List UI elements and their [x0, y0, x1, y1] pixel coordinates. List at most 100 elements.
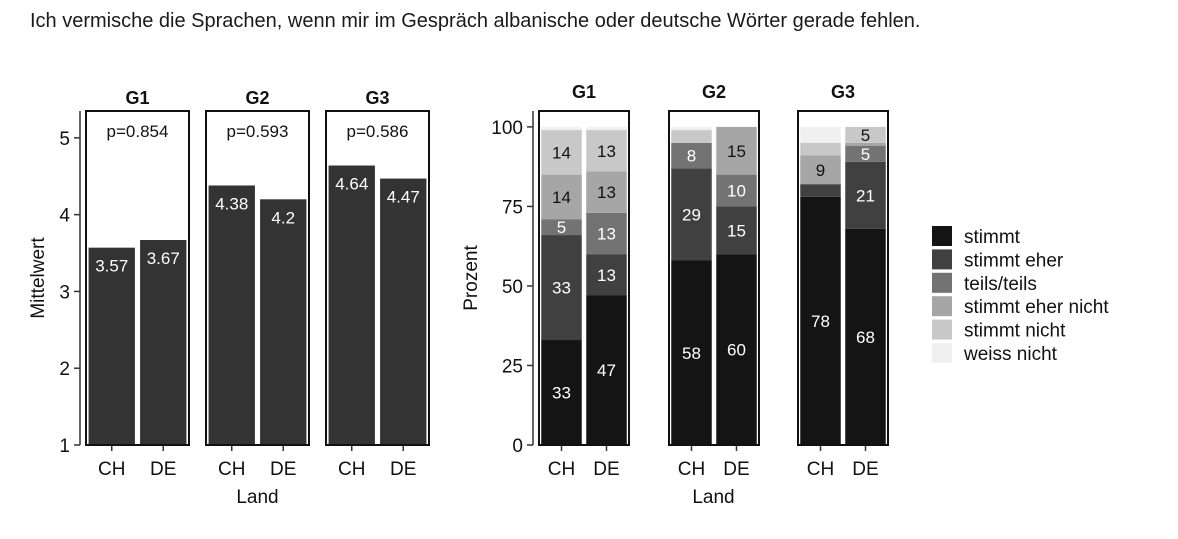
segment-value-label: 13 [597, 224, 616, 243]
stacked-bar-segment [800, 155, 841, 185]
segment-value-label: 21 [856, 186, 875, 205]
p-value-label: p=0.593 [227, 122, 289, 141]
panel-border [325, 110, 430, 446]
legend-label: weiss nicht [963, 344, 1058, 365]
x-axis-label: Land [236, 487, 278, 508]
stacked-bar-segment [586, 212, 627, 255]
legend-swatch [932, 296, 952, 317]
bar-value-label: 4.2 [271, 208, 295, 227]
stacked-bar-segment [716, 254, 757, 445]
x-axis-label: Land [692, 487, 734, 508]
y-tick-label: 0 [512, 436, 523, 457]
legend-swatch [932, 319, 952, 340]
segment-value-label: 5 [557, 218, 566, 237]
stacked-bar-segment [800, 196, 841, 445]
stacked-bar-segment [586, 295, 627, 445]
stacked-bar-segment [671, 168, 712, 261]
legend-swatch [932, 343, 952, 363]
stacked-bar-segment [541, 340, 582, 445]
legend-label: stimmt nicht [964, 321, 1066, 342]
bar [88, 247, 135, 445]
p-value-label: p=0.854 [107, 122, 169, 141]
legend-swatch [932, 272, 952, 293]
y-axis-label: Mittelwert [28, 237, 49, 319]
segment-value-label: 68 [856, 328, 875, 347]
stacked-bar-segment [541, 219, 582, 236]
stacked-bar-segment [541, 174, 582, 220]
facet-title: G2 [702, 82, 726, 102]
stacked-bar-segment [845, 126, 886, 143]
y-tick-label: 25 [502, 356, 523, 377]
stacked-bar-segment [586, 171, 627, 213]
x-tick-label: DE [390, 459, 416, 480]
stacked-bar-segment [671, 142, 712, 169]
segment-value-label: 8 [687, 147, 696, 166]
bar [140, 239, 187, 445]
legend-label: stimmt eher nicht [964, 297, 1109, 318]
y-tick-label: 75 [502, 197, 523, 218]
stacked-bar-segment [671, 130, 712, 143]
stacked-bar-segment [671, 260, 712, 445]
facet-title: G2 [245, 88, 269, 108]
x-tick-label: CH [807, 459, 834, 480]
x-tick-label: DE [270, 459, 296, 480]
segment-value-label: 13 [597, 266, 616, 285]
stacked-bar-segment [716, 174, 757, 207]
stacked-bar-segment [845, 161, 886, 229]
stacked-bar-segment [845, 228, 886, 445]
stacked-bar-segment [541, 130, 582, 175]
bar [260, 199, 307, 445]
p-value-label: p=0.586 [347, 122, 409, 141]
segment-value-label: 13 [597, 142, 616, 161]
facet-title: G1 [572, 82, 596, 102]
segment-value-label: 14 [552, 188, 571, 207]
bar [208, 185, 255, 446]
bar [328, 165, 375, 445]
y-tick-label: 4 [59, 206, 70, 227]
panel-border [85, 110, 190, 446]
stacked-bar-segment [671, 126, 712, 131]
segment-value-label: 33 [552, 384, 571, 403]
x-tick-label: CH [548, 459, 575, 480]
segment-value-label: 33 [552, 279, 571, 298]
chart-title: Ich vermische die Sprachen, wenn mir im … [30, 10, 921, 32]
stacked-bar-segment [586, 130, 627, 172]
panel-border [797, 110, 889, 446]
x-tick-label: CH [98, 459, 125, 480]
segment-value-label: 15 [727, 221, 746, 240]
stacked-bar-segment [845, 145, 886, 162]
segment-value-label: 60 [727, 341, 746, 360]
stacked-bar-segment [800, 184, 841, 197]
segment-value-label: 15 [727, 142, 746, 161]
y-tick-label: 2 [59, 359, 70, 380]
y-axis-label: Prozent [461, 245, 482, 311]
segment-value-label: 13 [597, 183, 616, 202]
bar [380, 178, 427, 445]
x-tick-label: CH [338, 459, 365, 480]
segment-value-label: 78 [811, 312, 830, 331]
facet-title: G3 [831, 82, 855, 102]
bar-value-label: 4.47 [387, 188, 420, 207]
legend-label: teils/teils [964, 274, 1037, 295]
bar-value-label: 3.67 [147, 249, 180, 268]
panel-border [205, 110, 310, 446]
legend-label: stimmt eher [964, 250, 1064, 271]
facet-title: G3 [365, 88, 389, 108]
x-tick-label: CH [678, 459, 705, 480]
y-tick-label: 50 [502, 277, 523, 298]
stacked-bar-segment [541, 235, 582, 341]
facet-title: G1 [125, 88, 149, 108]
bar-value-label: 4.64 [335, 175, 368, 194]
stacked-bar-segment [800, 126, 841, 143]
legend-label: stimmt [964, 227, 1021, 248]
x-tick-label: DE [150, 459, 176, 480]
legend-swatch [932, 249, 952, 270]
y-tick-label: 3 [59, 282, 70, 303]
segment-value-label: 14 [552, 143, 571, 162]
x-tick-label: DE [593, 459, 619, 480]
segment-value-label: 10 [727, 182, 746, 201]
stacked-bar-segment [586, 254, 627, 296]
x-tick-label: DE [723, 459, 749, 480]
stacked-bar-segment [716, 206, 757, 255]
